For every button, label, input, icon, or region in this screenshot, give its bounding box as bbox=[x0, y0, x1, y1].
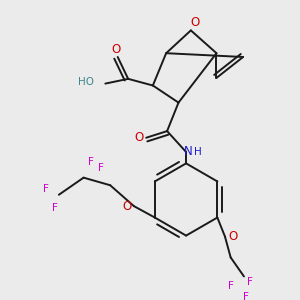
Text: O: O bbox=[228, 230, 237, 243]
Text: F: F bbox=[88, 158, 94, 167]
Text: F: F bbox=[243, 292, 249, 300]
Text: O: O bbox=[123, 200, 132, 213]
Text: HO: HO bbox=[78, 77, 94, 87]
Text: F: F bbox=[98, 163, 103, 173]
Text: O: O bbox=[111, 43, 120, 56]
Text: F: F bbox=[228, 281, 234, 291]
Text: N: N bbox=[184, 146, 192, 158]
Text: O: O bbox=[134, 131, 143, 144]
Text: F: F bbox=[43, 184, 49, 194]
Text: F: F bbox=[247, 277, 253, 287]
Text: H: H bbox=[194, 147, 201, 157]
Text: F: F bbox=[52, 203, 58, 213]
Text: O: O bbox=[190, 16, 199, 29]
